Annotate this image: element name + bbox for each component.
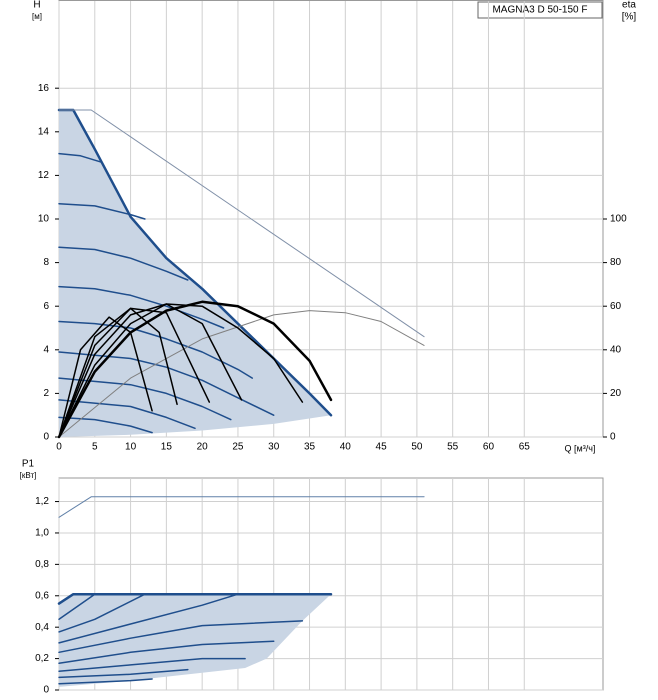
x-axis-label: Q [м³/ч] bbox=[565, 443, 596, 453]
y-tick-label: 16 bbox=[38, 83, 50, 94]
y-axis-unit: [кВт] bbox=[20, 471, 37, 480]
curve bbox=[58, 416, 153, 434]
x-tick-label: 25 bbox=[232, 442, 244, 453]
x-tick-label: 65 bbox=[519, 442, 531, 453]
y-axis-label: P1 bbox=[22, 459, 35, 470]
area bbox=[59, 110, 331, 437]
x-tick-label: 60 bbox=[483, 442, 495, 453]
curve bbox=[58, 668, 189, 679]
title-box bbox=[477, 1, 603, 19]
curve bbox=[57, 300, 333, 439]
curve bbox=[57, 108, 333, 417]
curve bbox=[58, 351, 275, 416]
curve bbox=[58, 640, 275, 665]
curve bbox=[57, 592, 333, 605]
curve bbox=[58, 593, 239, 644]
chart-title: MAGNA3 D 50-150 F bbox=[492, 5, 587, 16]
y-tick-label: 10 bbox=[38, 214, 50, 225]
y-tick-label: 4 bbox=[43, 344, 49, 355]
y2-tick-label: 80 bbox=[610, 257, 622, 268]
y-tick-label: 0,2 bbox=[35, 653, 49, 664]
x-tick-label: 40 bbox=[340, 442, 352, 453]
x-tick-label: 30 bbox=[268, 442, 280, 453]
y-tick-label: 8 bbox=[43, 257, 49, 268]
curve bbox=[58, 316, 153, 438]
y-tick-label: 0 bbox=[43, 432, 49, 443]
curve bbox=[58, 496, 425, 518]
y2-tick-label: 60 bbox=[610, 301, 622, 312]
y-tick-label: 12 bbox=[38, 170, 50, 181]
curve bbox=[58, 657, 246, 672]
curve bbox=[58, 202, 146, 220]
y-tick-label: 1,0 bbox=[35, 528, 49, 539]
curve bbox=[58, 399, 196, 430]
x-tick-label: 45 bbox=[376, 442, 388, 453]
curve bbox=[58, 152, 103, 164]
curve bbox=[58, 678, 153, 685]
y2-tick-label: 0 bbox=[610, 432, 616, 443]
y2-tick-label: 40 bbox=[610, 344, 622, 355]
y2-axis-unit: [%] bbox=[622, 12, 637, 23]
plot-layers: 0 5 10 15 20 25 30 35 40 45 50 55 60 65 0 2 4 6 8 10 12 14 16 0… bbox=[35, 1, 627, 696]
y2-tick-label: 100 bbox=[610, 214, 627, 225]
x-tick-label: 55 bbox=[447, 442, 459, 453]
y-tick-label: 2 bbox=[43, 388, 49, 399]
curve bbox=[58, 303, 243, 438]
y-axis-unit: [м] bbox=[32, 12, 42, 21]
y-tick-label: 14 bbox=[38, 126, 50, 137]
y-tick-label: 0,8 bbox=[35, 559, 49, 570]
y-tick-label: 6 bbox=[43, 301, 49, 312]
curve bbox=[58, 307, 178, 438]
curve bbox=[58, 310, 425, 438]
y-tick-label: 0,4 bbox=[35, 622, 49, 633]
curve bbox=[58, 620, 304, 654]
y-tick-label: 1,2 bbox=[35, 496, 49, 507]
curve bbox=[58, 246, 189, 281]
curve bbox=[58, 377, 232, 421]
curve bbox=[58, 320, 254, 379]
curve bbox=[58, 593, 96, 621]
y-axis-label: H bbox=[33, 0, 40, 11]
curve bbox=[58, 593, 146, 633]
curve bbox=[58, 285, 225, 329]
area bbox=[59, 594, 331, 687]
x-tick-label: 0 bbox=[56, 442, 62, 453]
x-tick-label: 5 bbox=[92, 442, 98, 453]
curve bbox=[58, 303, 304, 438]
x-tick-label: 10 bbox=[125, 442, 137, 453]
y-tick-label: 0 bbox=[43, 685, 49, 696]
x-tick-label: 35 bbox=[304, 442, 316, 453]
x-tick-label: 50 bbox=[411, 442, 423, 453]
x-tick-label: 20 bbox=[197, 442, 209, 453]
y2-tick-label: 20 bbox=[610, 388, 622, 399]
y-tick-label: 0,6 bbox=[35, 590, 49, 601]
curve bbox=[58, 109, 425, 338]
x-tick-label: 15 bbox=[161, 442, 173, 453]
y2-axis-label: eta bbox=[622, 0, 636, 11]
